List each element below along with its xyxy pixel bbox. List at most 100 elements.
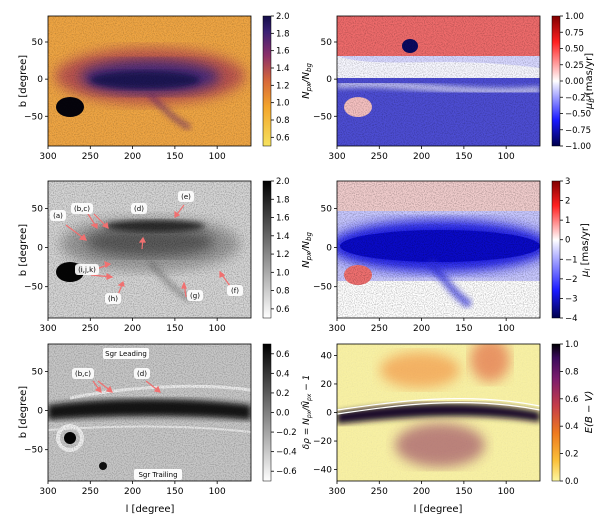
y-tick-label: 20: [321, 380, 333, 390]
x-tick-label: 200: [413, 152, 430, 162]
x-axis-label: l [degree]: [414, 504, 463, 515]
x-tick-label: 250: [371, 152, 388, 162]
heatmap-image: [48, 344, 251, 481]
colorbar-tick-label: −0.4: [276, 448, 297, 458]
x-tick-label: 150: [166, 324, 183, 334]
colorbar-tick-label: −2: [565, 275, 578, 285]
y-tick-label: 50: [321, 38, 333, 48]
x-tick-label: 300: [328, 152, 345, 162]
y-tick-label: 0: [37, 75, 43, 85]
y-tick-label: −40: [313, 466, 332, 476]
x-tick-label: 100: [209, 152, 226, 162]
colorbar: [262, 180, 272, 319]
colorbar-tick-label: 1.2: [276, 250, 290, 260]
x-tick-label: 150: [455, 324, 472, 334]
axes-ticks: 300 250 200 150 100 50 0 −50: [313, 204, 515, 334]
x-tick-label: 150: [455, 487, 472, 497]
annotation-sgr-trailing: Sgr Trailing: [138, 471, 177, 479]
annotation-a: (a): [53, 212, 63, 220]
x-tick-label: 100: [498, 324, 515, 334]
x-tick-label: 300: [39, 152, 56, 162]
panel-bottom-left: 300 250 200 150 100 50 0 −50 b [degree] l [degr…: [18, 343, 313, 515]
colorbar-tick-label: 2.0: [276, 177, 290, 187]
colorbar: [551, 15, 561, 147]
colorbar-tick-label: 0.6: [276, 305, 290, 315]
axes-ticks: 300 250 200 150 100 50 0 −50: [24, 367, 226, 497]
colorbar-tick-label: 0.50: [565, 45, 584, 55]
y-axis-label: b [degree]: [18, 224, 29, 276]
x-tick-label: 250: [371, 324, 388, 334]
colorbar-tick-label: −1: [565, 255, 578, 265]
colorbar-tick-label: 1.4: [276, 64, 290, 74]
colorbar-tick-label: 1.2: [276, 81, 290, 91]
colorbar-label: μl [mas/yr]: [580, 223, 592, 278]
y-tick-label: −50: [313, 112, 332, 122]
y-tick-label: 0: [326, 244, 332, 254]
panel-top-right: 300 250 200 150 100 50 0 −50 1.00 0.75 0.50 0.25 0.…: [313, 12, 596, 162]
colorbar: [551, 343, 561, 482]
colorbar-tick-label: 0.6: [276, 133, 290, 143]
x-tick-label: 250: [82, 152, 99, 162]
y-tick-label: −50: [313, 283, 332, 293]
x-tick-label: 300: [39, 487, 56, 497]
annotation-arrows: [92, 380, 161, 393]
colorbar-tick-label: 1.6: [276, 214, 290, 224]
annotation-h: (h): [108, 295, 118, 303]
colorbar-tick-label: 1.6: [276, 47, 290, 57]
y-tick-label: 50: [32, 38, 44, 48]
colorbar-label: Npx/Nbg: [301, 232, 313, 268]
colorbar-tick-label: −0.2: [276, 428, 297, 438]
x-axis-label: l [degree]: [126, 504, 175, 515]
panel-top-left: 300 250 200 150 100 50 0 −50 b [degree] 2.0 1.8 1…: [18, 12, 313, 162]
colorbar: [262, 343, 272, 482]
x-tick-label: 100: [209, 487, 226, 497]
colorbar-ticks: 2.0 1.8 1.6 1.4 1.2 1.0 0.8 0.6: [271, 12, 290, 143]
colorbar-ticks: 3 2 1 0 −1 −2 −3 −4: [560, 177, 578, 324]
colorbar-tick-label: 1.8: [276, 195, 290, 205]
colorbar-tick-label: 0.4: [565, 422, 579, 432]
colorbar-tick-label: 0.75: [565, 28, 584, 38]
heatmap-image: [48, 181, 251, 318]
y-tick-label: 50: [321, 204, 333, 214]
annotation-arrows: [65, 204, 231, 298]
colorbar-tick-label: 0.2: [565, 450, 579, 460]
colorbar-tick-label: 0.6: [565, 395, 579, 405]
axes-ticks: 300 250 200 150 100 50 0 −50: [313, 38, 515, 162]
colorbar-tick-label: 0.8: [276, 116, 290, 126]
colorbar: [262, 15, 272, 147]
x-tick-label: 250: [371, 487, 388, 497]
y-tick-label: 50: [32, 204, 44, 214]
colorbar-ticks: 1.0 0.8 0.6 0.4 0.2 0.0: [560, 340, 579, 487]
colorbar-tick-label: 0.6: [276, 350, 290, 360]
heatmap-image: [337, 16, 540, 146]
x-tick-label: 200: [413, 487, 430, 497]
heatmap-image: [337, 344, 540, 481]
colorbar-label: Npx/Nbg: [301, 63, 313, 99]
y-tick-label: 0: [37, 407, 43, 417]
colorbar-tick-label: 1.0: [276, 268, 290, 278]
x-tick-label: 300: [328, 487, 345, 497]
colorbar-tick-label: 0.8: [565, 367, 579, 377]
colorbar-tick-label: −0.6: [276, 467, 297, 477]
y-tick-label: −50: [24, 283, 43, 293]
y-tick-label: −50: [24, 446, 43, 456]
annotation-labels: (a) (b,c) (d) (e) (i,j,k) (h) (g) (f): [50, 191, 243, 304]
colorbar-ticks: 2.0 1.8 1.6 1.4 1.2 1.0 0.8 0.6: [271, 177, 290, 315]
annotation-g: (g): [190, 292, 200, 300]
colorbar-tick-label: 0: [565, 236, 570, 246]
heatmap-image: [337, 181, 540, 318]
colorbar-tick-label: −3: [565, 294, 578, 304]
x-tick-label: 100: [498, 487, 515, 497]
x-tick-label: 300: [328, 324, 345, 334]
x-tick-label: 250: [82, 487, 99, 497]
colorbar-tick-label: −0.25: [565, 93, 591, 103]
x-tick-label: 200: [413, 324, 430, 334]
colorbar-tick-label: 0.8: [276, 287, 290, 297]
colorbar-tick-label: 1: [565, 216, 570, 226]
x-tick-label: 300: [39, 324, 56, 334]
colorbar-tick-label: 0.00: [565, 77, 584, 87]
colorbar-tick-label: 1.00: [565, 12, 584, 22]
annotation-e: (e): [181, 193, 191, 201]
